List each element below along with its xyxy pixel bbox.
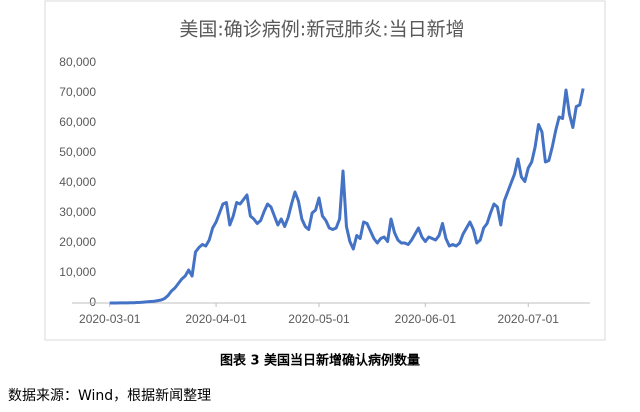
chart-title: 美国:确诊病例:新冠肺炎:当日新增: [179, 19, 464, 41]
y-tick-label: 80,000: [59, 55, 96, 69]
source-note: 数据来源：Wind，根据新闻整理: [8, 388, 211, 404]
y-tick-label: 10,000: [59, 265, 96, 279]
chart-frame: [44, 0, 606, 341]
data-line: [109, 88, 585, 305]
y-tick-label: 30,000: [59, 205, 96, 219]
x-tick-label: 2020-05-01: [288, 312, 350, 326]
y-tick-label: 20,000: [59, 235, 96, 249]
x-tick-label: 2020-04-01: [185, 312, 247, 326]
y-tick-label: 70,000: [59, 85, 96, 99]
x-tick-label: 2020-07-01: [498, 312, 560, 326]
x-tick-label: 2020-06-01: [395, 312, 457, 326]
y-tick-label: 0: [89, 295, 96, 309]
figure-caption: 图表 3 美国当日新增确认病例数量: [220, 353, 420, 369]
x-tick-label: 2020-03-01: [79, 312, 141, 326]
y-tick-label: 40,000: [59, 175, 96, 189]
y-tick-label: 50,000: [59, 145, 96, 159]
y-tick-label: 60,000: [59, 115, 96, 129]
